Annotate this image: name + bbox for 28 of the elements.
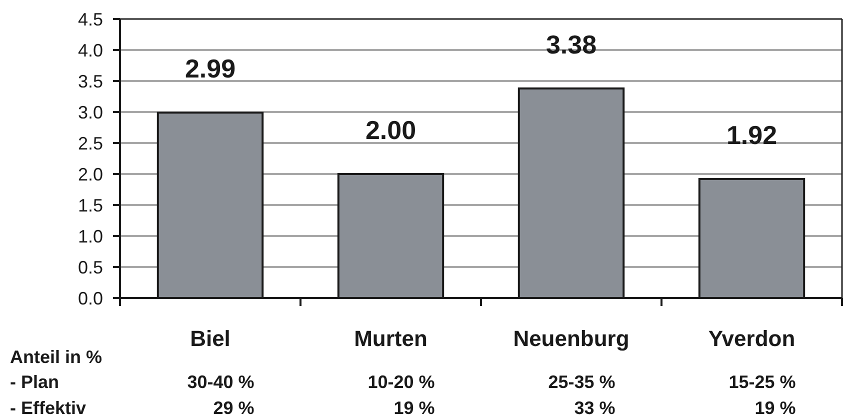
text: 10-20 % xyxy=(368,372,435,392)
y-tick-label: 1.5 xyxy=(78,195,103,216)
x-tick-label: Neuenburg xyxy=(513,326,630,351)
text: 25-35 % xyxy=(548,372,616,392)
x-tick-label: Biel xyxy=(190,326,230,351)
data-label: 1.92 xyxy=(726,120,778,150)
y-tick-label: 2.0 xyxy=(78,164,103,184)
text: - Effektiv xyxy=(10,398,86,417)
text: 19 % xyxy=(394,398,435,417)
y-tick-label: 1.0 xyxy=(78,226,103,246)
y-tick-label: 2.5 xyxy=(78,133,103,154)
text: 19 % xyxy=(754,398,796,417)
y-tick-label: 0.0 xyxy=(78,288,103,308)
y-tick-label: 3.0 xyxy=(78,102,103,122)
data-label: 2.00 xyxy=(365,115,416,145)
x-tick-label: Yverdon xyxy=(708,326,796,351)
y-tick-label: 3.5 xyxy=(78,71,103,92)
y-tick-label: 4.0 xyxy=(78,40,103,60)
text: 33 % xyxy=(574,398,616,417)
text: 29 % xyxy=(213,398,254,417)
text: Anteil in % xyxy=(10,347,102,367)
y-tick-label: 4.5 xyxy=(78,9,103,30)
text: 15-25 % xyxy=(728,372,796,392)
text: - Plan xyxy=(10,372,60,392)
y-tick-label: 0.5 xyxy=(78,257,103,278)
text: 30-40 % xyxy=(187,372,254,392)
x-tick-label: Murten xyxy=(354,326,428,351)
data-label: 2.99 xyxy=(184,54,236,84)
